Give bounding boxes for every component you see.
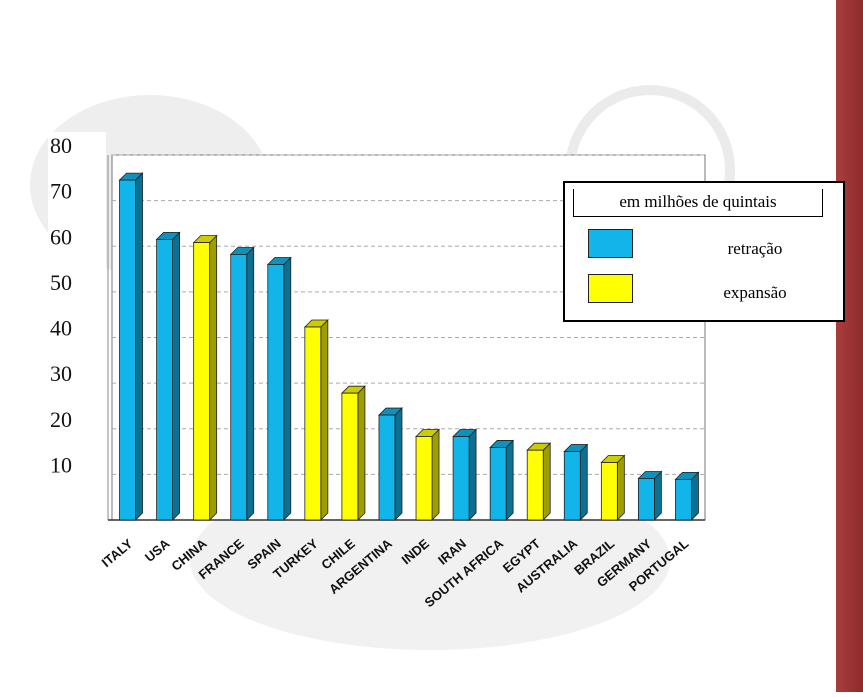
bar-side bbox=[468, 428, 477, 521]
bar-side bbox=[431, 428, 440, 521]
legend-label-expansao: expansão bbox=[723, 283, 787, 302]
bar-side bbox=[691, 471, 699, 521]
bar bbox=[341, 392, 359, 521]
bar-side bbox=[172, 231, 180, 521]
bar bbox=[563, 451, 581, 521]
legend: em milhões de quintais retração expansão bbox=[563, 181, 845, 322]
y-tick-label: 60 bbox=[50, 224, 72, 249]
bar-side bbox=[283, 256, 292, 521]
bar-side bbox=[616, 454, 625, 521]
bar bbox=[526, 449, 544, 521]
bar-side bbox=[246, 246, 255, 521]
bar bbox=[638, 478, 655, 521]
legend-swatch-retracao bbox=[588, 229, 633, 258]
bar-side bbox=[654, 470, 662, 521]
x-tick-label: ITALY bbox=[99, 536, 136, 570]
legend-title: em milhões de quintais bbox=[573, 189, 823, 217]
x-tick-label: USA bbox=[142, 535, 173, 565]
bar bbox=[230, 254, 248, 521]
bar bbox=[119, 179, 136, 521]
bar bbox=[156, 239, 173, 521]
bar bbox=[415, 436, 433, 521]
bar bbox=[378, 414, 396, 521]
side-accent-bar bbox=[836, 0, 863, 692]
bar-side bbox=[209, 234, 218, 521]
bar bbox=[452, 436, 470, 521]
bar-side bbox=[394, 407, 403, 521]
bar-side bbox=[505, 439, 514, 521]
y-tick-label: 50 bbox=[50, 270, 72, 295]
legend-swatch-expansao bbox=[588, 274, 633, 303]
bar bbox=[675, 478, 692, 521]
bar bbox=[489, 447, 507, 521]
bar bbox=[304, 326, 322, 521]
bar-side bbox=[135, 172, 143, 521]
legend-label-retracao: retração bbox=[727, 239, 783, 258]
y-tick-label: 30 bbox=[50, 361, 72, 386]
y-tick-label: 70 bbox=[50, 179, 72, 204]
bar-side bbox=[320, 319, 329, 521]
y-tick-label: 80 bbox=[50, 133, 72, 158]
y-axis-panel bbox=[48, 132, 106, 522]
bar-side bbox=[357, 385, 366, 521]
bar bbox=[600, 462, 618, 521]
y-tick-label: 10 bbox=[50, 452, 72, 477]
y-tick-label: 20 bbox=[50, 407, 72, 432]
bar bbox=[267, 264, 285, 521]
bar-side bbox=[579, 443, 588, 521]
bar bbox=[193, 242, 211, 521]
y-tick-label: 40 bbox=[50, 316, 72, 341]
bar-side bbox=[542, 442, 551, 521]
